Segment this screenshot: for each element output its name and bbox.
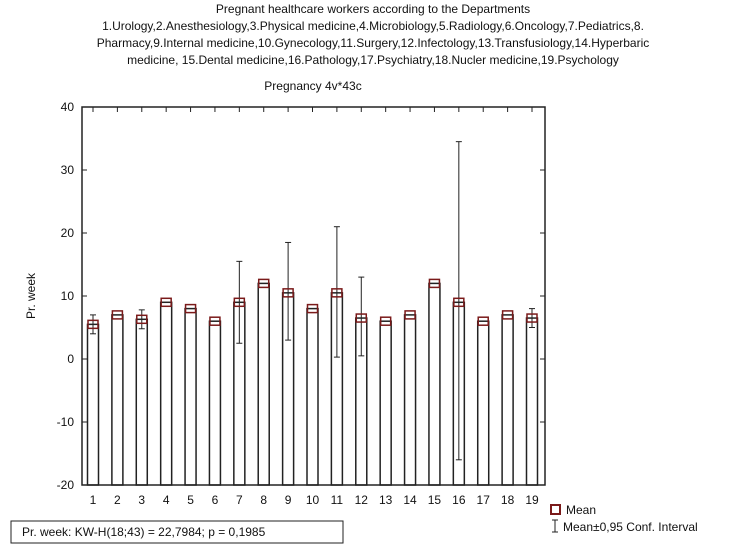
bar <box>403 314 417 486</box>
y-tick-label: 10 <box>61 289 75 303</box>
x-tick-label: 18 <box>501 493 515 507</box>
x-tick-label: 9 <box>285 493 292 507</box>
chart-title: Pregnant healthcare workers according to… <box>216 2 530 16</box>
x-tick-label: 6 <box>212 493 219 507</box>
mean-marker <box>453 297 465 308</box>
x-tick-label: 13 <box>379 493 393 507</box>
mean-marker <box>257 278 270 289</box>
bar <box>135 318 149 486</box>
mean-marker <box>111 310 124 320</box>
legend-ci-icon <box>552 519 558 533</box>
x-tick-label: 15 <box>428 493 442 507</box>
x-tick-label: 8 <box>260 493 267 507</box>
subtitle-line-1: 1.Urology,2.Anesthesiology,3.Physical me… <box>102 19 644 33</box>
x-tick-label: 19 <box>525 493 539 507</box>
mean-marker <box>526 313 538 323</box>
x-tick-label: 4 <box>163 493 170 507</box>
mean-marker <box>233 297 246 308</box>
y-tick-label: 0 <box>67 352 74 366</box>
plot-frame <box>81 106 546 486</box>
y-tick-label: -10 <box>57 415 75 429</box>
y-tick-label: 20 <box>61 226 75 240</box>
y-tick-label: 40 <box>61 100 75 114</box>
mean-marker <box>209 316 221 326</box>
mean-marker <box>87 319 99 330</box>
mean-marker <box>160 297 172 308</box>
x-tick-label: 1 <box>90 493 97 507</box>
kw-annotation: Pr. week: KW-H(18;43) = 22,7984; p = 0,1… <box>22 525 266 539</box>
x-tick-label: 3 <box>138 493 145 507</box>
mean-marker <box>477 316 489 326</box>
bar <box>111 314 124 486</box>
mean-marker <box>404 310 416 320</box>
plot-title: Pregnancy 4v*43c <box>264 79 361 93</box>
bar <box>525 317 539 486</box>
bar <box>306 307 319 486</box>
bar <box>428 282 441 486</box>
mean-marker <box>184 303 197 314</box>
bar <box>208 320 222 486</box>
y-tick-label: -20 <box>57 478 75 492</box>
x-tick-label: 11 <box>331 493 344 507</box>
y-tick-label: 30 <box>61 163 75 177</box>
mean-marker <box>379 316 392 326</box>
mean-marker <box>331 288 343 298</box>
bar <box>257 282 270 486</box>
mean-marker <box>501 310 514 320</box>
subtitle-line-2: Pharmacy,9.Internal medicine,10.Gynecolo… <box>97 36 650 50</box>
annotation-box <box>10 520 344 544</box>
mean-marker <box>428 278 441 289</box>
y-axis-label: Pr. week <box>24 272 38 319</box>
x-tick-label: 5 <box>187 493 194 507</box>
x-tick-label: 2 <box>114 493 121 507</box>
x-tick-label: 16 <box>452 493 466 507</box>
x-tick-label: 17 <box>477 493 491 507</box>
x-tick-label: 14 <box>403 493 417 507</box>
x-tick-label: 10 <box>306 493 320 507</box>
subtitle-line-3: medicine, 15.Dental medicine,16.Patholog… <box>127 53 619 67</box>
legend-mean-label: Mean <box>566 503 596 517</box>
mean-marker <box>306 303 319 314</box>
bar <box>184 307 197 486</box>
bar <box>476 320 490 486</box>
legend-ci-label: Mean±0,95 Conf. Interval <box>563 520 698 534</box>
mean-marker <box>355 313 368 323</box>
bar <box>379 320 392 486</box>
bar <box>501 314 514 486</box>
mean-marker <box>282 288 294 298</box>
bar <box>159 301 173 486</box>
x-tick-label: 7 <box>236 493 243 507</box>
x-tick-label: 12 <box>355 493 369 507</box>
mean-marker <box>136 314 148 325</box>
bar <box>86 323 100 486</box>
legend-mean-icon <box>550 504 561 515</box>
